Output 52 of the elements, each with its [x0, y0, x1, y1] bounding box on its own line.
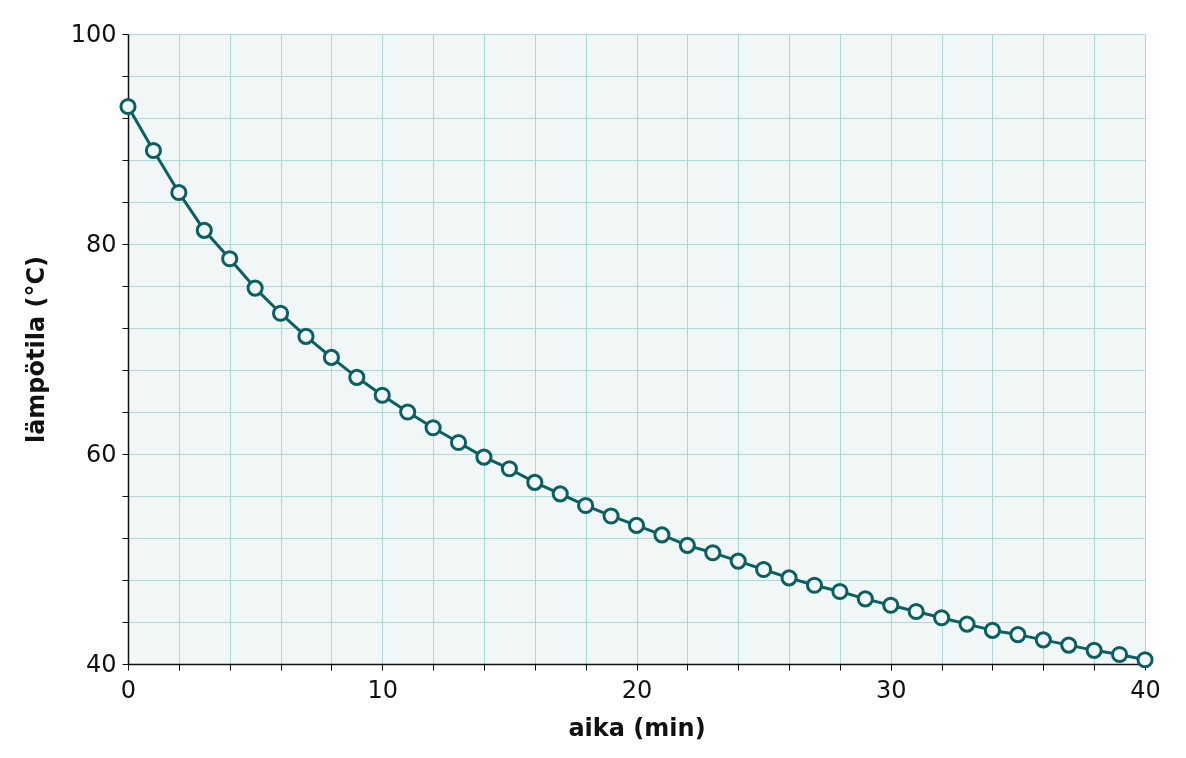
y-axis-title: lämpötila (°C)	[21, 255, 50, 444]
point	[831, 582, 849, 601]
y-tick-label: 100	[70, 19, 117, 48]
point	[246, 279, 264, 297]
point	[958, 615, 976, 633]
point	[602, 507, 620, 525]
point	[449, 433, 468, 452]
point	[373, 386, 391, 404]
point	[500, 460, 518, 478]
y-tick-label: 40	[85, 649, 117, 678]
point	[653, 526, 671, 544]
point	[780, 569, 798, 587]
point	[907, 602, 925, 621]
point	[933, 609, 951, 627]
point	[526, 473, 544, 491]
y-tick-label: 80	[85, 229, 117, 258]
point	[1111, 645, 1129, 664]
point	[144, 141, 162, 160]
point	[678, 536, 696, 554]
x-tick-label: 20	[621, 675, 653, 704]
point	[1034, 631, 1052, 649]
point	[170, 183, 188, 202]
point	[856, 590, 874, 608]
point	[475, 448, 493, 466]
point	[221, 250, 239, 268]
point	[551, 485, 569, 503]
point	[297, 327, 315, 345]
point	[1009, 626, 1027, 644]
point	[195, 221, 213, 239]
point	[704, 544, 722, 562]
x-tick-label: 40	[1130, 675, 1161, 704]
point	[424, 419, 442, 437]
y-tick-label: 60	[85, 439, 117, 468]
x-axis-title: aika (min)	[568, 713, 706, 742]
point	[627, 516, 646, 534]
point	[119, 97, 137, 116]
point	[729, 552, 747, 570]
point	[399, 403, 417, 421]
point	[805, 576, 824, 594]
x-tick-label: 30	[875, 675, 907, 704]
point	[348, 368, 366, 386]
x-tick-label: 0	[120, 675, 137, 704]
point	[322, 348, 340, 366]
point	[1085, 641, 1103, 659]
x-tick-label: 10	[367, 675, 399, 704]
point	[577, 496, 595, 515]
point	[882, 596, 900, 614]
point	[1136, 651, 1154, 669]
point	[271, 304, 290, 322]
point	[983, 621, 1002, 639]
point	[1060, 636, 1078, 654]
point	[755, 560, 773, 579]
